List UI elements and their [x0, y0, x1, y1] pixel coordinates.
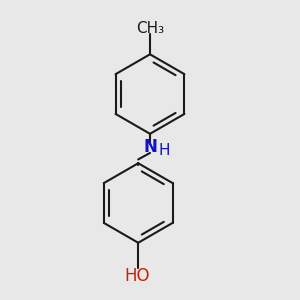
Text: HO: HO	[124, 267, 149, 285]
Text: H: H	[158, 143, 170, 158]
Text: CH₃: CH₃	[136, 21, 164, 36]
Text: N: N	[143, 138, 157, 156]
